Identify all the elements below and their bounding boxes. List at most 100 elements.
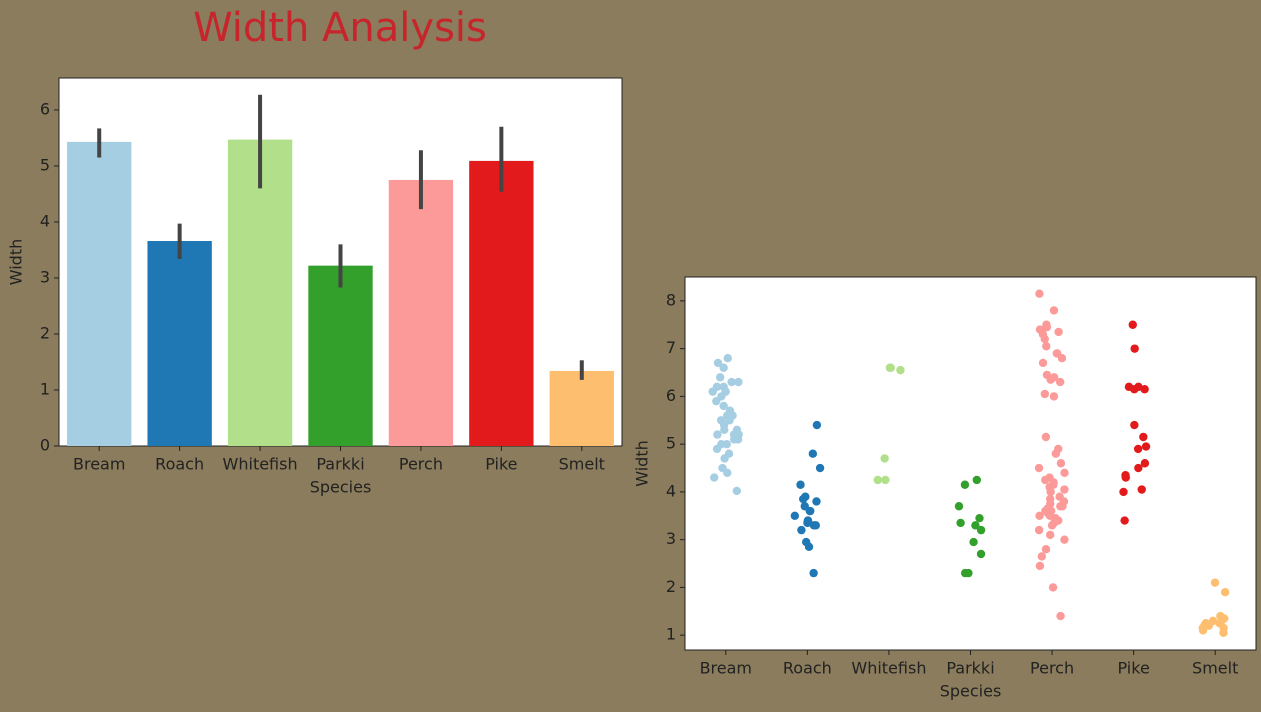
point (1049, 392, 1059, 401)
point (1119, 487, 1128, 497)
point (1216, 611, 1225, 621)
point (1137, 485, 1146, 494)
y-tick-label: 3 (666, 529, 676, 548)
point (801, 537, 811, 547)
point (812, 420, 822, 430)
point (1220, 588, 1230, 597)
point (1055, 492, 1064, 501)
point (722, 439, 732, 449)
point (960, 568, 970, 578)
point (1130, 420, 1139, 430)
point (1041, 545, 1051, 554)
y-axis-label: Width (7, 239, 26, 285)
y-tick-label: 1 (666, 625, 676, 644)
point (1046, 494, 1055, 504)
point (809, 568, 818, 578)
point (797, 525, 806, 535)
x-tick-label: Smelt (559, 455, 605, 474)
point (1042, 320, 1051, 329)
point (1054, 327, 1063, 337)
point (873, 475, 883, 485)
point (976, 549, 986, 559)
point (1034, 463, 1044, 473)
point (1049, 306, 1059, 315)
point (1141, 442, 1151, 451)
y-tick-label: 8 (666, 290, 676, 309)
bar (388, 179, 454, 447)
point (1208, 616, 1218, 626)
point (803, 516, 813, 525)
point (808, 449, 818, 458)
point (1035, 561, 1045, 571)
y-tick-label: 4 (666, 481, 676, 500)
y-tick-label: 6 (40, 99, 50, 118)
x-axis-label: Species (940, 682, 1002, 701)
point (971, 521, 980, 530)
x-tick-label: Parkki (946, 659, 994, 678)
point (976, 525, 986, 535)
point (812, 497, 821, 506)
bar (67, 141, 132, 446)
point (1134, 382, 1143, 392)
y-tick-label: 7 (666, 338, 676, 357)
bar (549, 370, 614, 446)
point (954, 502, 964, 511)
point (1042, 342, 1051, 351)
point (1124, 382, 1134, 392)
point (1140, 459, 1150, 468)
y-tick-label: 4 (40, 211, 50, 230)
point (809, 521, 819, 530)
point (1041, 432, 1051, 442)
point (719, 401, 728, 411)
point (716, 416, 726, 425)
point (972, 475, 981, 485)
point (956, 518, 965, 528)
point (734, 377, 743, 387)
point (796, 480, 805, 489)
point (1034, 525, 1044, 535)
point (715, 373, 725, 382)
point (960, 480, 970, 489)
bar (147, 240, 212, 446)
point (1042, 370, 1052, 380)
y-tick-label: 5 (40, 155, 50, 174)
point (1054, 444, 1063, 454)
point (975, 513, 984, 523)
point (1049, 373, 1059, 382)
point (1133, 444, 1143, 454)
point (1060, 468, 1069, 478)
x-tick-label: Perch (399, 455, 443, 474)
point (1121, 471, 1130, 480)
point (1056, 459, 1066, 468)
point (1128, 320, 1137, 329)
point (1060, 485, 1069, 494)
bar (308, 265, 373, 446)
y-tick-label: 5 (666, 434, 676, 453)
point (718, 463, 727, 473)
bar (227, 139, 293, 446)
point (732, 425, 742, 435)
bar (469, 160, 534, 447)
point (732, 486, 741, 496)
point (1134, 463, 1143, 473)
point (710, 473, 719, 482)
x-tick-label: Bream (700, 659, 752, 678)
x-tick-label: Whitefish (851, 659, 926, 678)
x-tick-label: Smelt (1192, 659, 1238, 678)
point (790, 511, 800, 520)
figure-title: Width Analysis (193, 5, 487, 51)
point (1201, 619, 1211, 628)
point (1038, 358, 1048, 368)
plot-area (684, 276, 1257, 651)
x-tick-label: Roach (783, 659, 832, 678)
y-tick-label: 0 (40, 436, 50, 455)
point (1045, 530, 1055, 540)
point (880, 454, 889, 463)
point (1210, 578, 1220, 587)
point (1053, 349, 1062, 358)
point (801, 492, 810, 501)
point (727, 377, 736, 387)
point (1035, 511, 1044, 520)
point (723, 353, 732, 363)
